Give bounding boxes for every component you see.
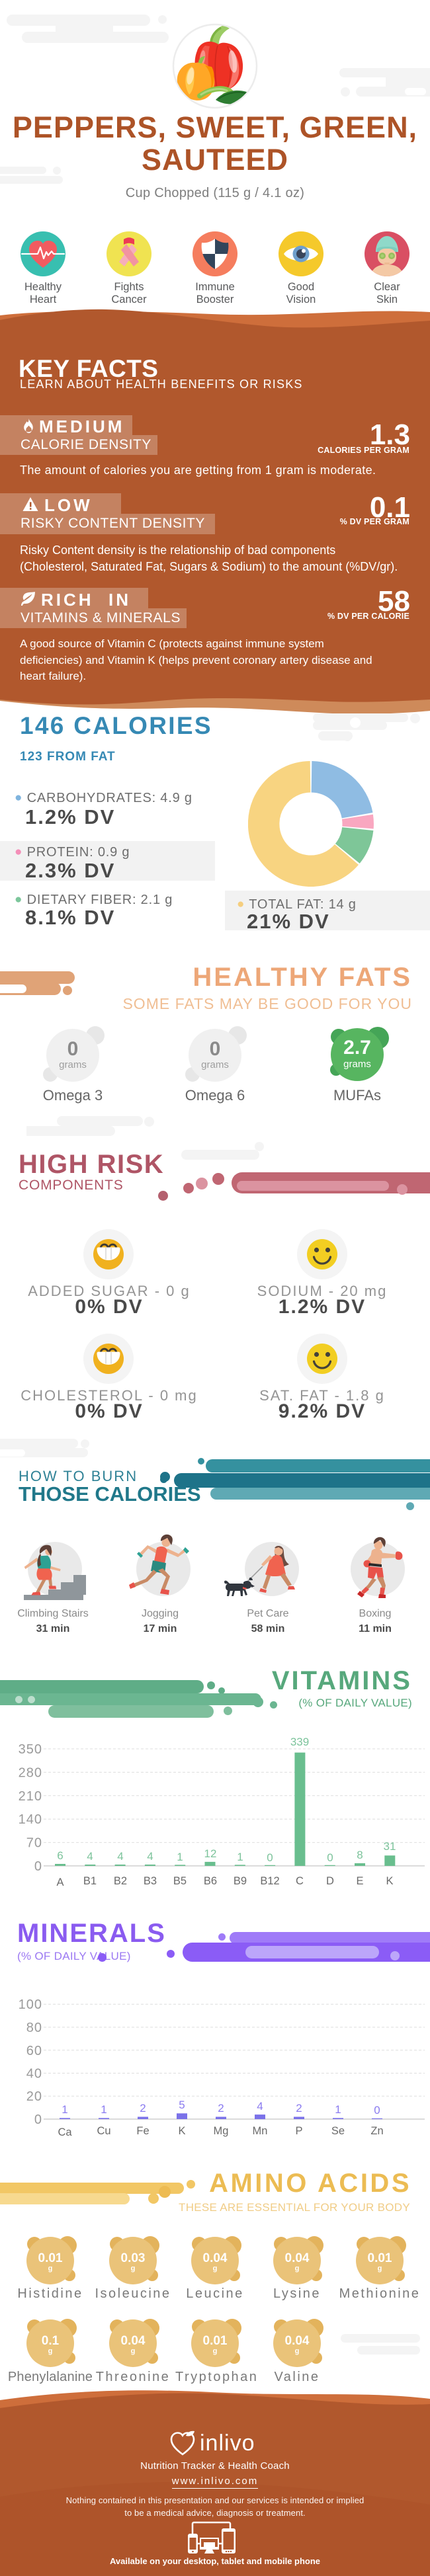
svg-text:0.01: 0.01 xyxy=(368,2251,392,2265)
svg-text:0.03: 0.03 xyxy=(121,2251,146,2265)
svg-text:350: 350 xyxy=(19,1742,42,1757)
svg-text:Cu: Cu xyxy=(97,2125,110,2137)
svg-text:0.04: 0.04 xyxy=(285,2251,310,2265)
svg-text:1: 1 xyxy=(62,2103,67,2116)
svg-text:4: 4 xyxy=(257,2100,263,2113)
svg-text:E: E xyxy=(356,1875,363,1887)
svg-text:0: 0 xyxy=(374,2104,380,2116)
svg-text:4: 4 xyxy=(117,1850,123,1863)
svg-text:2: 2 xyxy=(218,2102,224,2114)
svg-text:0.04: 0.04 xyxy=(285,2334,310,2348)
svg-text:1: 1 xyxy=(101,2103,107,2116)
svg-text:B2: B2 xyxy=(114,1875,127,1887)
svg-text:0: 0 xyxy=(267,1851,273,1864)
svg-text:1: 1 xyxy=(177,1851,183,1863)
svg-text:B5: B5 xyxy=(173,1875,187,1887)
svg-text:B1: B1 xyxy=(83,1875,97,1887)
svg-text:0.04: 0.04 xyxy=(121,2334,146,2348)
svg-text:g: g xyxy=(295,2265,300,2273)
svg-text:g: g xyxy=(213,2347,218,2355)
svg-text:80: 80 xyxy=(26,2021,42,2035)
svg-text:5: 5 xyxy=(179,2099,185,2111)
svg-text:Fe: Fe xyxy=(136,2125,149,2137)
svg-text:210: 210 xyxy=(19,1789,42,1804)
svg-text:31: 31 xyxy=(384,1840,396,1853)
svg-text:Mg: Mg xyxy=(214,2125,229,2137)
svg-text:Se: Se xyxy=(331,2125,345,2137)
svg-text:g: g xyxy=(48,2347,53,2355)
svg-text:g: g xyxy=(48,2265,53,2273)
svg-text:1: 1 xyxy=(237,1851,243,1863)
svg-text:1: 1 xyxy=(335,2103,341,2116)
svg-text:6: 6 xyxy=(57,1849,63,1862)
svg-text:70: 70 xyxy=(26,1836,42,1851)
svg-text:g: g xyxy=(213,2265,218,2273)
svg-text:60: 60 xyxy=(26,2044,42,2058)
svg-text:339: 339 xyxy=(290,1736,309,1748)
svg-text:280: 280 xyxy=(19,1765,42,1780)
svg-text:0.01: 0.01 xyxy=(38,2251,63,2265)
svg-text:12: 12 xyxy=(204,1847,217,1860)
svg-text:B9: B9 xyxy=(234,1875,247,1887)
svg-text:0: 0 xyxy=(34,2113,42,2127)
svg-text:Zn: Zn xyxy=(370,2125,383,2137)
svg-text:P: P xyxy=(295,2125,302,2137)
svg-text:B12: B12 xyxy=(260,1875,279,1887)
svg-text:0: 0 xyxy=(34,1859,42,1874)
svg-text:B3: B3 xyxy=(144,1875,157,1887)
svg-text:K: K xyxy=(178,2125,185,2137)
svg-text:2: 2 xyxy=(140,2102,146,2114)
svg-text:40: 40 xyxy=(26,2067,42,2081)
svg-text:100: 100 xyxy=(19,1997,42,2012)
svg-text:D: D xyxy=(326,1875,334,1887)
svg-text:K: K xyxy=(386,1875,393,1887)
svg-text:g: g xyxy=(131,2265,136,2273)
svg-text:g: g xyxy=(378,2265,382,2273)
svg-text:0.01: 0.01 xyxy=(203,2334,228,2348)
svg-text:g: g xyxy=(295,2347,300,2355)
svg-text:140: 140 xyxy=(19,1812,42,1827)
svg-text:8: 8 xyxy=(357,1849,363,1861)
svg-text:g: g xyxy=(131,2347,136,2355)
svg-text:Mn: Mn xyxy=(253,2125,268,2137)
svg-text:4: 4 xyxy=(87,1850,93,1863)
svg-text:C: C xyxy=(296,1875,304,1887)
svg-text:20: 20 xyxy=(26,2089,42,2104)
svg-text:0.04: 0.04 xyxy=(203,2251,228,2265)
svg-text:Ca: Ca xyxy=(58,2126,72,2138)
svg-text:A: A xyxy=(56,1876,64,1888)
svg-text:0.1: 0.1 xyxy=(42,2334,60,2348)
svg-text:4: 4 xyxy=(147,1850,153,1863)
svg-text:0: 0 xyxy=(327,1851,333,1864)
svg-text:B6: B6 xyxy=(204,1875,217,1887)
svg-text:2: 2 xyxy=(296,2102,302,2114)
